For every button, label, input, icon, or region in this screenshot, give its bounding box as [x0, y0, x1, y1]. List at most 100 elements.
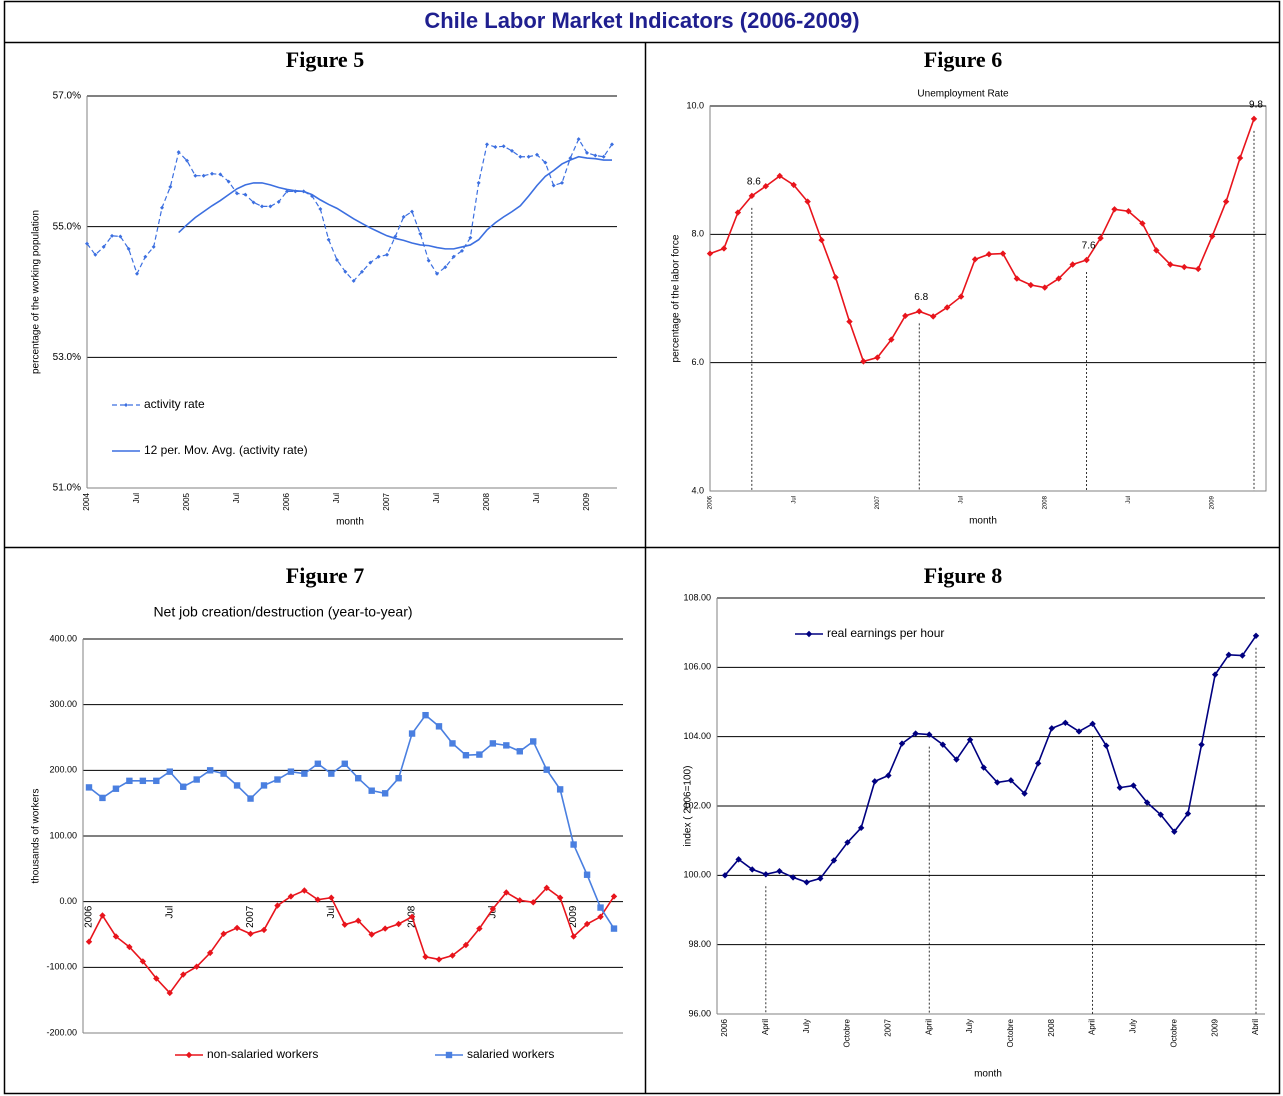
- x-tick-label: Jul: [487, 906, 498, 919]
- x-tick-label: 2008: [1047, 1018, 1056, 1036]
- data-point: [888, 336, 895, 343]
- data-point: [556, 894, 564, 901]
- series-line: [724, 635, 1257, 884]
- data-point: [443, 265, 448, 270]
- data-point: [1075, 728, 1083, 735]
- data-point: [874, 354, 881, 361]
- x-tick-label: Jul: [332, 493, 341, 503]
- data-point: [994, 779, 1001, 786]
- data-point: [260, 204, 264, 209]
- data-point: [1211, 671, 1219, 678]
- data-point: [516, 748, 523, 755]
- data-point: [422, 711, 429, 719]
- x-tick-label: July: [965, 1019, 974, 1033]
- data-point: [220, 930, 227, 938]
- data-point: [110, 233, 114, 238]
- data-point: [593, 153, 598, 158]
- data-point: [526, 154, 531, 159]
- x-tick-label: Jul: [132, 493, 141, 503]
- y-tick-label: 53.0%: [53, 352, 81, 363]
- data-point: [971, 256, 979, 263]
- data-point: [166, 768, 173, 775]
- data-point: [597, 913, 604, 920]
- data-point: [980, 764, 987, 771]
- data-point: [493, 144, 498, 149]
- data-point: [335, 257, 339, 262]
- x-tick-label: 2008: [482, 492, 491, 510]
- x-tick-label: 2008: [1042, 495, 1048, 509]
- y-tick-label: 96.00: [688, 1008, 711, 1018]
- data-point: [789, 874, 797, 881]
- x-axis-title: month: [336, 517, 364, 528]
- data-point: [489, 905, 497, 913]
- data-point: [274, 902, 281, 909]
- data-point: [251, 200, 256, 205]
- data-point: [385, 252, 389, 257]
- data-label: 7.6: [1082, 241, 1096, 252]
- data-point: [1083, 256, 1090, 264]
- data-point: [1089, 720, 1096, 728]
- data-point: [226, 179, 231, 184]
- data-point: [318, 207, 323, 212]
- data-point: [247, 795, 254, 802]
- data-point: [168, 184, 173, 189]
- legend-marker: [805, 630, 813, 638]
- x-tick-label: 2009: [568, 905, 579, 928]
- data-point: [381, 790, 389, 797]
- data-point: [735, 856, 742, 863]
- data-point: [610, 142, 614, 147]
- series-line: [88, 886, 615, 995]
- series-line: [88, 714, 615, 930]
- legend-marker: [185, 1051, 193, 1059]
- data-point: [341, 760, 348, 767]
- data-point: [1143, 799, 1151, 806]
- data-point: [468, 235, 473, 240]
- data-point: [1157, 811, 1164, 818]
- data-point: [1250, 115, 1258, 123]
- data-point: [85, 241, 89, 246]
- x-tick-label: 2007: [382, 492, 391, 510]
- chart-title: Unemployment Rate: [917, 89, 1009, 100]
- data-point: [449, 952, 456, 959]
- data-point: [449, 740, 456, 747]
- data-point: [860, 358, 867, 365]
- data-point: [489, 740, 497, 747]
- data-point: [118, 234, 123, 239]
- data-point: [206, 949, 214, 957]
- x-tick-label: 2009: [1210, 495, 1216, 509]
- data-point: [570, 841, 577, 848]
- page-title: Chile Labor Market Indicators (2006-2009…: [424, 8, 859, 33]
- data-point: [1069, 261, 1076, 268]
- y-tick-label: 57.0%: [53, 91, 81, 102]
- data-point: [276, 199, 281, 204]
- x-tick-label: 2009: [582, 492, 591, 510]
- data-point: [1198, 741, 1205, 748]
- data-point: [912, 730, 919, 737]
- data-point: [376, 254, 381, 259]
- data-point: [985, 251, 993, 258]
- data-point: [485, 142, 489, 147]
- data-point: [341, 921, 348, 928]
- data-point: [426, 258, 431, 263]
- data-point: [1225, 651, 1232, 659]
- data-point: [1021, 790, 1028, 797]
- data-label: 9.8: [1249, 99, 1263, 110]
- data-point: [180, 783, 187, 790]
- series-line: [709, 118, 1255, 363]
- data-point: [749, 866, 756, 873]
- data-point: [85, 938, 93, 945]
- x-tick-label: 2006: [720, 1018, 729, 1036]
- x-tick-label: Jul: [326, 906, 337, 919]
- data-point: [790, 181, 797, 189]
- data-point: [1236, 154, 1244, 162]
- data-point: [898, 740, 906, 747]
- data-point: [721, 872, 729, 879]
- data-point: [1208, 233, 1216, 240]
- y-tick-label: 100.00: [49, 830, 77, 840]
- data-point: [943, 304, 951, 311]
- y-tick-label: 104.00: [683, 731, 711, 741]
- data-point: [166, 989, 173, 997]
- data-point: [99, 794, 106, 802]
- x-tick-label: Octobre: [1006, 1018, 1015, 1047]
- data-point: [193, 776, 200, 783]
